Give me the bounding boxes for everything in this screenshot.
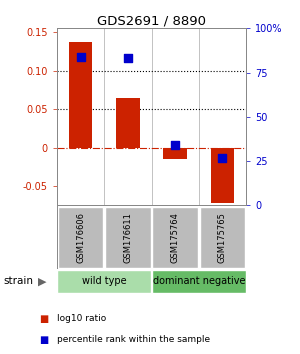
Text: GSM175764: GSM175764	[171, 212, 180, 263]
Point	[78, 54, 83, 59]
Bar	[105, 207, 151, 268]
Text: wild type: wild type	[82, 276, 127, 286]
Text: log10 ratio: log10 ratio	[57, 314, 106, 323]
Bar	[200, 207, 245, 268]
Text: ■: ■	[39, 335, 48, 345]
Text: dominant negative: dominant negative	[152, 276, 245, 286]
Title: GDS2691 / 8890: GDS2691 / 8890	[97, 14, 206, 27]
Point	[125, 56, 130, 61]
Text: ▶: ▶	[38, 277, 46, 287]
Bar	[211, 148, 234, 203]
Bar	[116, 98, 140, 148]
Text: GSM175765: GSM175765	[218, 212, 227, 263]
Bar	[163, 148, 187, 159]
Text: strain: strain	[3, 276, 33, 286]
Bar	[58, 270, 151, 292]
Text: percentile rank within the sample: percentile rank within the sample	[57, 335, 210, 344]
Text: GSM176611: GSM176611	[123, 212, 132, 263]
Bar	[152, 270, 245, 292]
Point	[220, 156, 225, 161]
Bar	[69, 42, 92, 148]
Bar	[58, 207, 103, 268]
Point	[173, 142, 178, 148]
Text: ■: ■	[39, 314, 48, 324]
Text: GSM176606: GSM176606	[76, 212, 85, 263]
Bar	[152, 207, 198, 268]
